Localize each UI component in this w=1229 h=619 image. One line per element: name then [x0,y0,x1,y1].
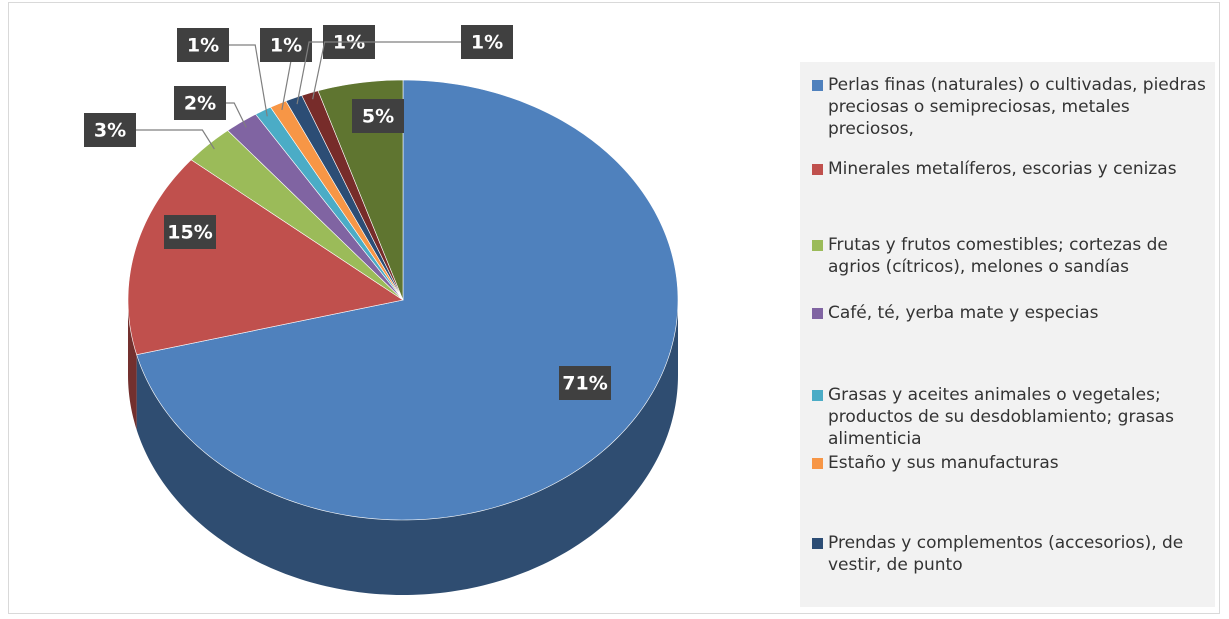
legend-item: Frutas y frutos comestibles; cortezas de… [812,234,1207,278]
slice [190,130,404,301]
data-label: 1% [270,35,302,57]
slice [136,79,679,521]
legend-label: Grasas y aceites animales o vegetales; p… [828,385,1175,449]
legend-item: Prendas y complementos (accesorios), de … [812,532,1207,576]
legend-swatch [812,240,823,251]
slice [127,159,404,356]
legend-item: Minerales metalíferos, escorias y ceniza… [812,158,1207,180]
legend-label: Prendas y complementos (accesorios), de … [828,533,1184,575]
legend-label: Estaño y sus manufacturas [828,453,1059,473]
data-label: 1% [471,32,503,54]
legend-swatch [812,308,823,319]
leader-line [226,102,247,128]
legend-swatch [812,390,823,401]
data-label-box [260,28,312,62]
leader-line [229,44,268,117]
legend-item: Estaño y sus manufacturas [812,452,1207,474]
chart-frame [8,2,1220,614]
slice-side [128,300,137,430]
legend-swatch [812,80,823,91]
data-label: 2% [184,93,216,115]
legend-label: Café, té, yerba mate y especias [828,303,1099,323]
legend-item: Grasas y aceites animales o vegetales; p… [812,384,1207,450]
data-label-box [177,28,229,62]
leader-line [312,41,513,100]
legend-swatch [812,458,823,469]
slice-side [136,300,678,595]
data-label: 15% [167,222,212,244]
data-label-box [461,25,513,59]
data-label-box [352,99,404,133]
legend-label: Minerales metalíferos, escorias y ceniza… [828,159,1177,179]
leader-line [136,129,215,150]
data-label-box [559,366,611,400]
data-label: 71% [562,373,607,395]
legend-swatch [812,164,823,175]
legend: Perlas finas (naturales) o cultivadas, p… [800,62,1215,607]
data-label-box [84,113,136,147]
legend-label: Perlas finas (naturales) o cultivadas, p… [828,75,1206,139]
slice [317,79,404,301]
data-label-box [174,86,226,120]
legend-swatch [812,538,823,549]
legend-item: Café, té, yerba mate y especias [812,302,1207,324]
data-label: 5% [362,106,394,128]
slice [227,113,404,301]
legend-item: Perlas finas (naturales) o cultivadas, p… [812,74,1207,140]
data-label: 3% [94,120,126,142]
data-label-box [164,215,216,249]
data-label: 1% [187,35,219,57]
legend-label: Frutas y frutos comestibles; cortezas de… [828,235,1168,277]
